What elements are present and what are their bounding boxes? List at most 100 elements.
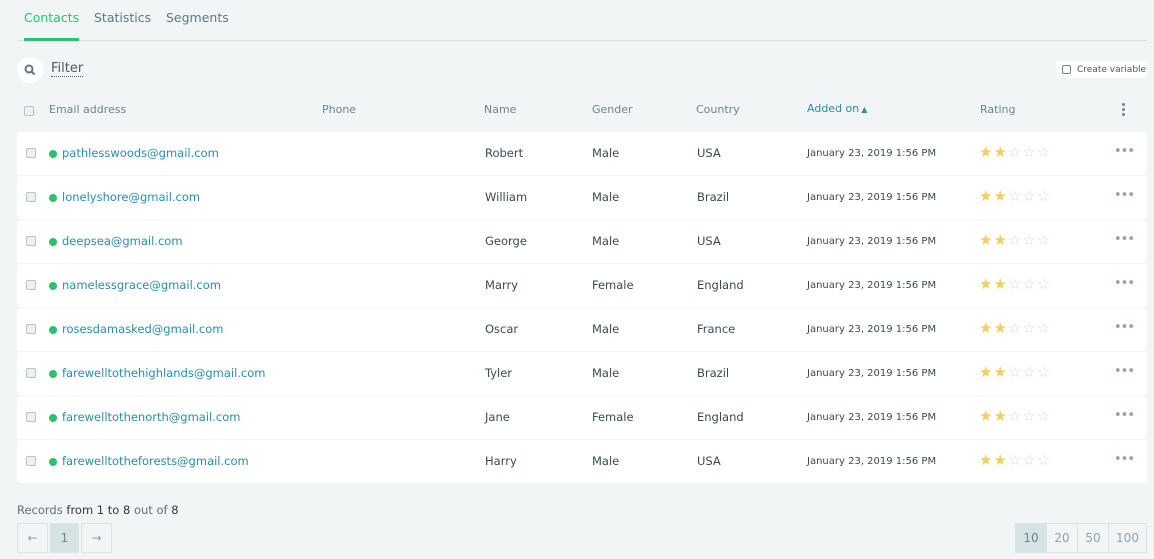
column-phone[interactable]: Phone bbox=[322, 103, 357, 116]
row-more-icon[interactable]: ••• bbox=[1114, 144, 1135, 159]
email-link[interactable]: namelessgrace@gmail.com bbox=[62, 278, 221, 292]
star-empty-icon[interactable]: ☆ bbox=[1007, 363, 1023, 381]
rating-stars[interactable]: ★★☆☆☆ bbox=[979, 275, 1051, 293]
star-empty-icon[interactable]: ☆ bbox=[1036, 275, 1052, 293]
star-empty-icon[interactable]: ☆ bbox=[1022, 451, 1037, 469]
page-size-100[interactable]: 100 bbox=[1108, 523, 1147, 553]
row-checkbox[interactable] bbox=[26, 192, 36, 202]
star-empty-icon[interactable]: ☆ bbox=[1007, 319, 1023, 337]
row-more-icon[interactable]: ••• bbox=[1114, 232, 1135, 247]
column-options-icon[interactable] bbox=[1122, 103, 1126, 116]
table-row[interactable]: farewelltothenorth@gmail.com Jane Female… bbox=[17, 396, 1147, 439]
next-page-button[interactable]: → bbox=[81, 523, 112, 553]
row-more-icon[interactable]: ••• bbox=[1114, 452, 1135, 467]
star-filled-icon[interactable]: ★ bbox=[979, 451, 994, 469]
star-filled-icon[interactable]: ★ bbox=[993, 451, 1008, 469]
star-empty-icon[interactable]: ☆ bbox=[1007, 231, 1023, 249]
star-filled-icon[interactable]: ★ bbox=[993, 187, 1008, 205]
tab-contacts[interactable]: Contacts bbox=[24, 10, 80, 41]
filter-link[interactable]: Filter bbox=[51, 61, 84, 77]
star-empty-icon[interactable]: ☆ bbox=[1022, 275, 1037, 293]
row-checkbox[interactable] bbox=[26, 456, 36, 466]
star-empty-icon[interactable]: ☆ bbox=[1022, 143, 1037, 161]
star-empty-icon[interactable]: ☆ bbox=[1007, 275, 1023, 293]
column-added-on[interactable]: Added on ▲ bbox=[807, 102, 867, 115]
column-country[interactable]: Country bbox=[696, 103, 740, 116]
table-row[interactable]: pathlesswoods@gmail.com Robert Male USA … bbox=[17, 132, 1147, 175]
page-size-50[interactable]: 50 bbox=[1077, 523, 1109, 553]
star-empty-icon[interactable]: ☆ bbox=[1022, 231, 1037, 249]
row-more-icon[interactable]: ••• bbox=[1114, 320, 1135, 335]
star-filled-icon[interactable]: ★ bbox=[979, 319, 994, 337]
star-filled-icon[interactable]: ★ bbox=[993, 407, 1008, 425]
star-filled-icon[interactable]: ★ bbox=[979, 187, 994, 205]
table-row[interactable]: farewelltothehighlands@gmail.com Tyler M… bbox=[17, 352, 1147, 395]
row-more-icon[interactable]: ••• bbox=[1114, 188, 1135, 203]
column-gender[interactable]: Gender bbox=[592, 103, 633, 116]
page-1-button[interactable]: 1 bbox=[50, 523, 79, 553]
star-filled-icon[interactable]: ★ bbox=[979, 407, 994, 425]
star-empty-icon[interactable]: ☆ bbox=[1022, 319, 1037, 337]
rating-stars[interactable]: ★★☆☆☆ bbox=[979, 143, 1051, 161]
star-filled-icon[interactable]: ★ bbox=[993, 275, 1008, 293]
star-empty-icon[interactable]: ☆ bbox=[1036, 231, 1052, 249]
star-empty-icon[interactable]: ☆ bbox=[1036, 143, 1052, 161]
tab-segments[interactable]: Segments bbox=[166, 10, 229, 25]
star-filled-icon[interactable]: ★ bbox=[979, 363, 994, 381]
star-empty-icon[interactable]: ☆ bbox=[1007, 451, 1023, 469]
page-size-10[interactable]: 10 bbox=[1015, 523, 1047, 553]
rating-stars[interactable]: ★★☆☆☆ bbox=[979, 231, 1051, 249]
star-empty-icon[interactable]: ☆ bbox=[1022, 187, 1037, 205]
star-filled-icon[interactable]: ★ bbox=[979, 231, 994, 249]
rating-stars[interactable]: ★★☆☆☆ bbox=[979, 451, 1051, 469]
email-link[interactable]: lonelyshore@gmail.com bbox=[62, 190, 201, 204]
email-link[interactable]: farewelltothenorth@gmail.com bbox=[62, 410, 241, 424]
star-filled-icon[interactable]: ★ bbox=[993, 363, 1008, 381]
table-row[interactable]: lonelyshore@gmail.com William Male Brazi… bbox=[17, 176, 1147, 219]
prev-page-button[interactable]: ← bbox=[17, 523, 48, 553]
rating-stars[interactable]: ★★☆☆☆ bbox=[979, 319, 1051, 337]
email-link[interactable]: pathlesswoods@gmail.com bbox=[62, 146, 219, 160]
star-empty-icon[interactable]: ☆ bbox=[1007, 407, 1023, 425]
table-row[interactable]: deepsea@gmail.com George Male USA Januar… bbox=[17, 220, 1147, 263]
star-empty-icon[interactable]: ☆ bbox=[1007, 143, 1023, 161]
table-row[interactable]: farewelltotheforests@gmail.com Harry Mal… bbox=[17, 440, 1147, 483]
star-filled-icon[interactable]: ★ bbox=[979, 143, 994, 161]
row-checkbox[interactable] bbox=[26, 236, 36, 246]
table-row[interactable]: rosesdamasked@gmail.com Oscar Male Franc… bbox=[17, 308, 1147, 351]
star-empty-icon[interactable]: ☆ bbox=[1036, 407, 1052, 425]
email-link[interactable]: farewelltotheforests@gmail.com bbox=[62, 454, 249, 468]
row-more-icon[interactable]: ••• bbox=[1114, 276, 1135, 291]
rating-stars[interactable]: ★★☆☆☆ bbox=[979, 187, 1051, 205]
column-rating[interactable]: Rating bbox=[980, 103, 1016, 116]
row-checkbox[interactable] bbox=[26, 280, 36, 290]
star-empty-icon[interactable]: ☆ bbox=[1022, 363, 1037, 381]
email-link[interactable]: rosesdamasked@gmail.com bbox=[62, 322, 224, 336]
star-empty-icon[interactable]: ☆ bbox=[1036, 451, 1052, 469]
row-checkbox[interactable] bbox=[26, 412, 36, 422]
row-checkbox[interactable] bbox=[26, 324, 36, 334]
tab-statistics[interactable]: Statistics bbox=[94, 10, 152, 25]
row-more-icon[interactable]: ••• bbox=[1114, 364, 1135, 379]
star-filled-icon[interactable]: ★ bbox=[993, 319, 1008, 337]
star-filled-icon[interactable]: ★ bbox=[979, 275, 994, 293]
email-link[interactable]: farewelltothehighlands@gmail.com bbox=[62, 366, 266, 380]
table-row[interactable]: namelessgrace@gmail.com Marry Female Eng… bbox=[17, 264, 1147, 307]
star-empty-icon[interactable]: ☆ bbox=[1022, 407, 1037, 425]
rating-stars[interactable]: ★★☆☆☆ bbox=[979, 363, 1051, 381]
page-size-20[interactable]: 20 bbox=[1046, 523, 1078, 553]
column-email[interactable]: Email address bbox=[49, 103, 127, 116]
star-empty-icon[interactable]: ☆ bbox=[1036, 319, 1052, 337]
row-checkbox[interactable] bbox=[26, 148, 36, 158]
row-checkbox[interactable] bbox=[26, 368, 36, 378]
row-more-icon[interactable]: ••• bbox=[1114, 408, 1135, 423]
star-filled-icon[interactable]: ★ bbox=[993, 231, 1008, 249]
rating-stars[interactable]: ★★☆☆☆ bbox=[979, 407, 1051, 425]
column-name[interactable]: Name bbox=[484, 103, 517, 116]
filter-search-button[interactable] bbox=[17, 57, 43, 83]
star-empty-icon[interactable]: ☆ bbox=[1036, 187, 1052, 205]
star-filled-icon[interactable]: ★ bbox=[993, 143, 1008, 161]
create-variable-button[interactable]: Create variable bbox=[1056, 61, 1147, 78]
star-empty-icon[interactable]: ☆ bbox=[1007, 187, 1023, 205]
star-empty-icon[interactable]: ☆ bbox=[1036, 363, 1052, 381]
